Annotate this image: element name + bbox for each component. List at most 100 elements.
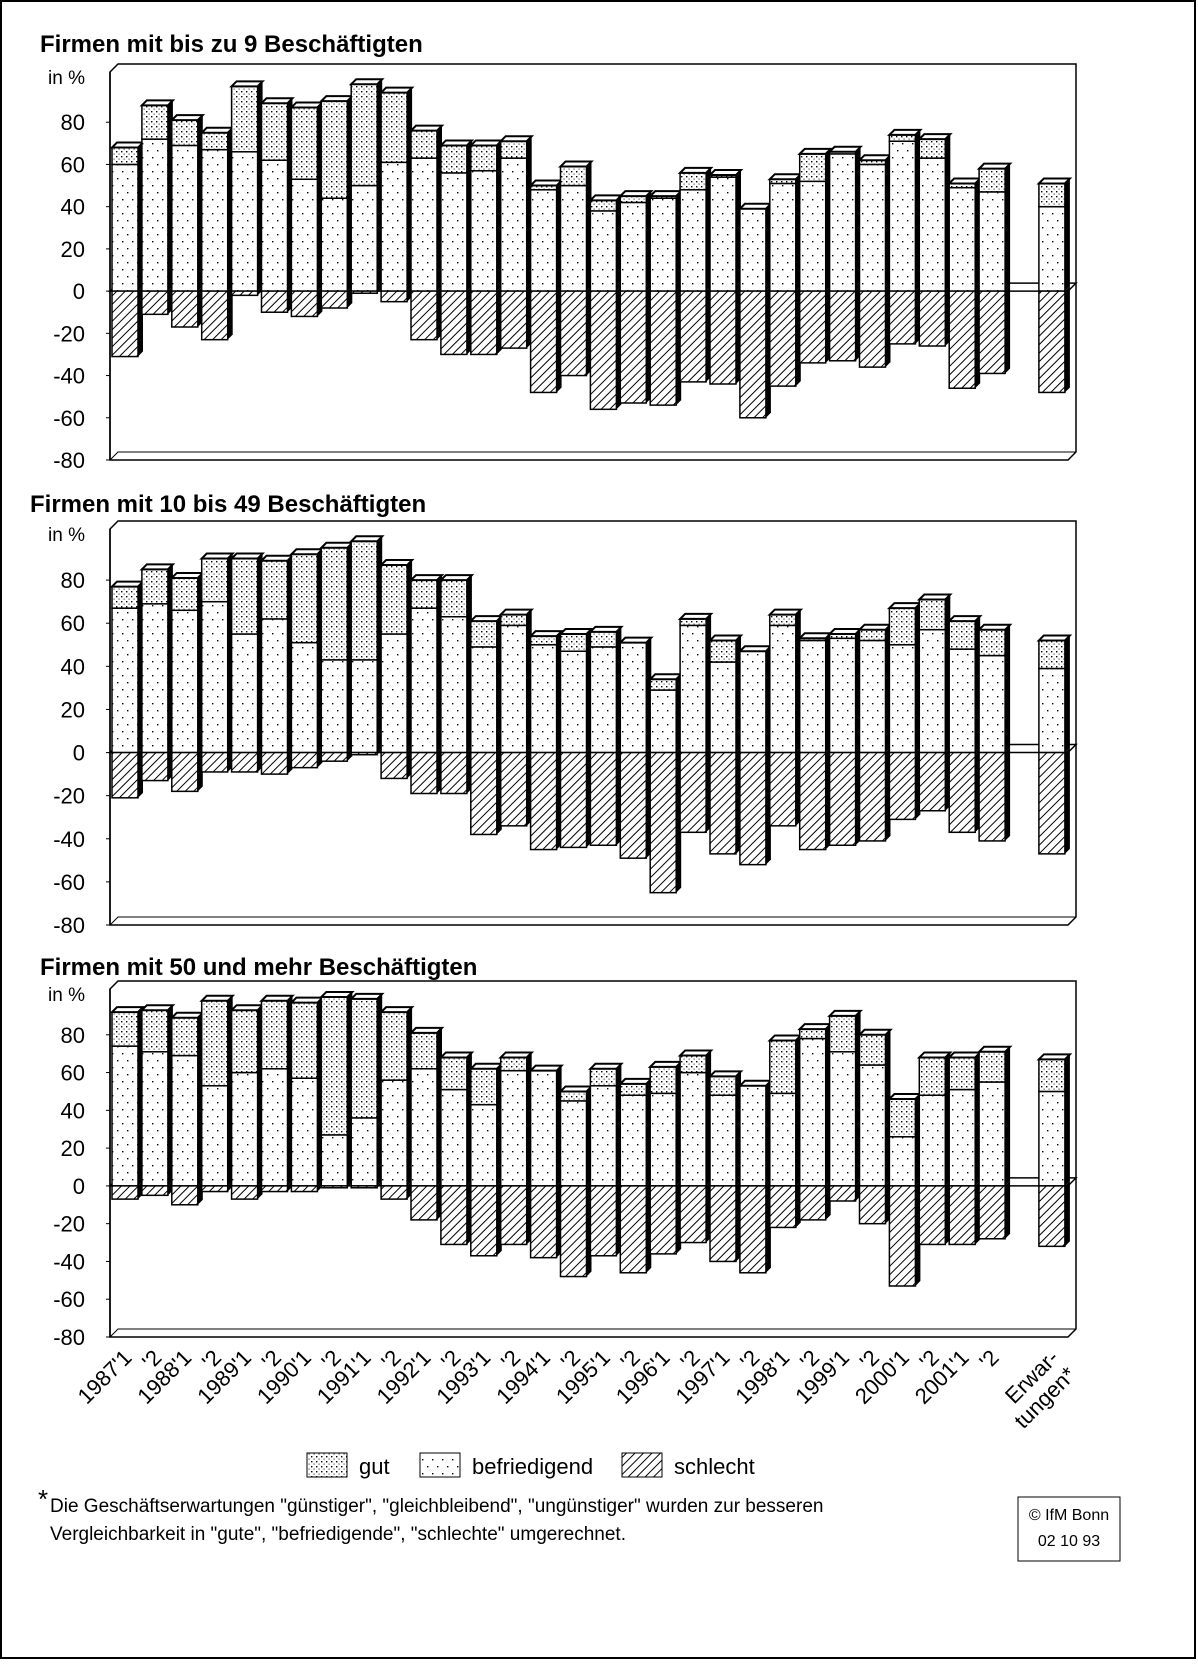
y-tick-label: -20: [53, 1212, 85, 1237]
bar-segment: [111, 607, 139, 754]
bar-segment: [529, 635, 558, 646]
plot-edge: [109, 1328, 1076, 1338]
bar-segment: [141, 568, 169, 605]
bar-side: [1005, 1046, 1011, 1186]
bar-segment: [350, 184, 378, 292]
bar-segment: [320, 751, 349, 762]
footnote-line: Die Geschäftserwartungen "günstiger", "g…: [50, 1496, 823, 1517]
bar-segment: [470, 290, 498, 356]
bar-side: [1005, 163, 1011, 292]
bar-segment: [858, 163, 887, 292]
bar-segment: [440, 144, 468, 174]
bar-segment: [589, 751, 618, 846]
bar-segment: [1038, 751, 1066, 855]
legend-swatch: [419, 1452, 461, 1478]
bar-segment: [679, 624, 707, 754]
bar-segment: [798, 751, 827, 851]
bar-side: [1064, 1054, 1070, 1186]
bar-top: [767, 1034, 804, 1042]
bar-segment: [260, 1000, 289, 1070]
bar-segment: [798, 1037, 827, 1187]
bar-top: [378, 86, 415, 94]
bar-segment: [529, 189, 558, 292]
bar-top: [558, 160, 594, 168]
bar-segment: [978, 654, 1006, 754]
bar-top: [288, 548, 325, 556]
bar-segment: [888, 140, 917, 292]
bar-segment: [350, 659, 378, 754]
bar-segment: [141, 751, 169, 782]
bar-segment: [440, 1056, 468, 1091]
bar-segment: [290, 1001, 319, 1079]
chart-title: Firmen mit bis zu 9 Beschäftigten: [40, 31, 423, 58]
bar-segment: [200, 132, 229, 151]
legend-swatch: [621, 1452, 663, 1478]
bar-top: [587, 1062, 624, 1070]
chart-title: Firmen mit 50 und mehr Beschäftigten: [40, 954, 477, 981]
bar-segment: [769, 1092, 797, 1187]
bar-segment: [1038, 639, 1066, 670]
bar-segment: [350, 751, 378, 756]
bar-segment: [918, 751, 947, 812]
bar-top: [886, 1093, 923, 1100]
bar-segment: [171, 751, 199, 793]
bar-segment: [888, 290, 917, 345]
bar-top: [976, 623, 1013, 631]
bar-segment: [739, 1185, 767, 1274]
bar-segment: [948, 1056, 976, 1091]
bar-segment: [679, 751, 707, 834]
bar-segment: [709, 1094, 737, 1187]
bar-segment: [410, 1032, 438, 1070]
bar-top: [408, 1026, 445, 1034]
bar-segment: [200, 600, 229, 754]
bar-segment: [649, 1092, 677, 1187]
bar-segment: [948, 1185, 976, 1246]
bar-segment: [769, 290, 797, 387]
bar-segment: [230, 1071, 259, 1187]
bar-top: [348, 535, 385, 543]
bar-segment: [948, 620, 976, 650]
bar-segment: [230, 1009, 259, 1074]
bar-top: [139, 563, 176, 571]
bar-segment: [260, 102, 289, 161]
bar-top: [498, 608, 535, 616]
bar-segment: [559, 165, 588, 187]
bar-segment: [290, 641, 319, 754]
bar-segment: [230, 290, 259, 297]
y-tick-label: -80: [53, 1325, 85, 1350]
bar-segment: [440, 1185, 468, 1246]
y-tick-label: 40: [61, 1098, 85, 1123]
bar-segment: [798, 290, 827, 364]
bar-segment: [260, 290, 289, 313]
bar-segment: [410, 157, 438, 292]
bar-segment: [709, 661, 737, 754]
y-tick-label: -20: [53, 784, 85, 809]
bar-segment: [200, 1185, 229, 1193]
bar-top: [946, 615, 983, 623]
bar-segment: [111, 1045, 139, 1187]
bar-segment: [111, 751, 139, 799]
y-tick-label: -60: [53, 870, 85, 895]
bar-top: [498, 135, 535, 143]
bar-top: [916, 1051, 953, 1059]
bar-segment: [739, 1085, 767, 1187]
chart-title: Firmen mit 10 bis 49 Beschäftigten: [30, 491, 426, 518]
bar-top: [886, 128, 923, 136]
bar-segment: [470, 1185, 498, 1257]
bar-top: [348, 78, 385, 86]
x-tick-label: Erwar-tungen*: [992, 1345, 1081, 1434]
bar-segment: [619, 1083, 648, 1096]
bar-segment: [649, 689, 677, 754]
bar-segment: [769, 613, 797, 627]
plot-edge: [109, 451, 1076, 461]
bar-segment: [589, 631, 618, 648]
bar-segment: [918, 628, 947, 754]
bar-segment: [350, 998, 378, 1119]
bar-side: [1005, 1180, 1011, 1239]
bar-top: [707, 1070, 744, 1078]
bar-top: [378, 1006, 415, 1014]
bar-segment: [111, 290, 139, 358]
bar-side: [1005, 286, 1011, 374]
bar-top: [169, 1011, 206, 1019]
bar-segment: [529, 644, 558, 754]
